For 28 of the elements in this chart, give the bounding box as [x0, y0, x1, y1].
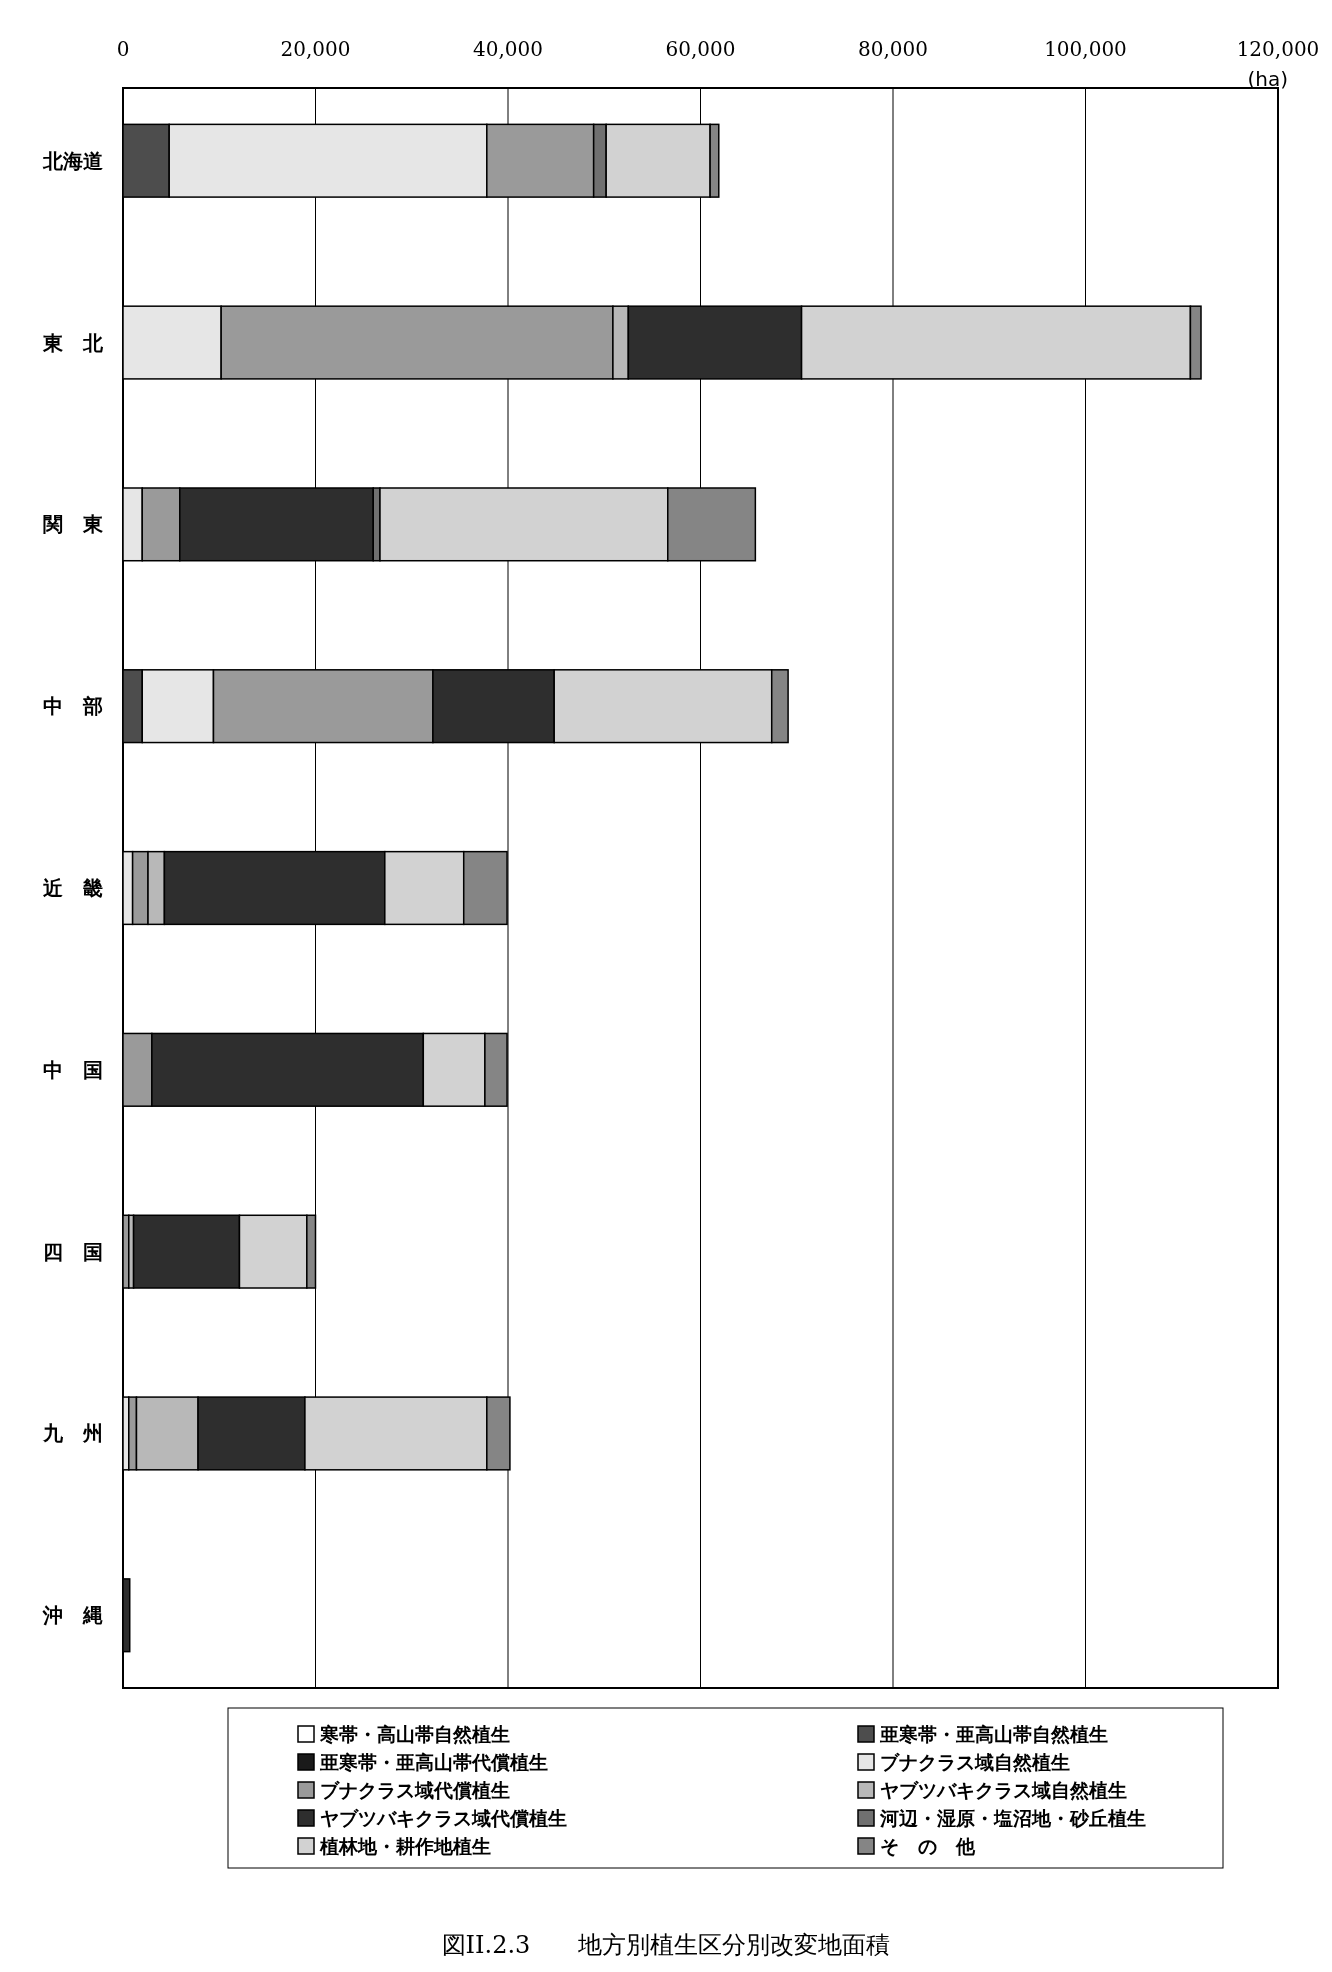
y-tick-label: 九 州 — [42, 1421, 103, 1446]
y-tick-label: 東 北 — [42, 330, 104, 355]
legend-label: 河辺・湿原・塩沼地・砂丘植生 — [879, 1807, 1146, 1829]
x-tick-label: 20,000 — [280, 37, 351, 61]
y-tick-label: 北海道 — [42, 148, 103, 173]
legend-label: ヤブツバキクラス域自然植生 — [880, 1779, 1127, 1801]
y-tick-label: 中 部 — [43, 694, 103, 719]
legend-label: 亜寒帯・亜高山帯自然植生 — [879, 1723, 1108, 1745]
legend-label: 亜寒帯・亜高山帯代償植生 — [319, 1751, 548, 1773]
y-tick-label: 中 国 — [43, 1057, 103, 1082]
x-tick-label: 40,000 — [473, 37, 543, 61]
x-axis-title: (ha) — [1247, 67, 1288, 91]
x-tick-label: 80,000 — [858, 37, 928, 61]
x-tick-label: 60,000 — [665, 37, 736, 61]
legend-label: そ の 他 — [880, 1835, 976, 1857]
legend-label: 寒帯・高山帯自然植生 — [319, 1723, 510, 1745]
text: 図II.2.3 地方別植生区分別改変地面積 — [441, 1931, 891, 1959]
legend-label: ブナクラス域自然植生 — [880, 1751, 1070, 1773]
x-tick-label: 120,000 — [1236, 37, 1320, 61]
legend-label: ヤブツバキクラス域代償植生 — [320, 1807, 567, 1829]
x-tick-label: 100,000 — [1044, 37, 1127, 61]
y-tick-label: 沖 縄 — [42, 1603, 103, 1628]
y-tick-label: 関 東 — [43, 512, 103, 537]
y-tick-label: 四 国 — [43, 1239, 103, 1264]
y-tick-label: 近 畿 — [42, 876, 103, 900]
legend-label: 植林地・耕作地植生 — [319, 1835, 491, 1857]
legend-label: ブナクラス域代償植生 — [320, 1779, 510, 1801]
x-tick-label: 0 — [116, 37, 130, 61]
